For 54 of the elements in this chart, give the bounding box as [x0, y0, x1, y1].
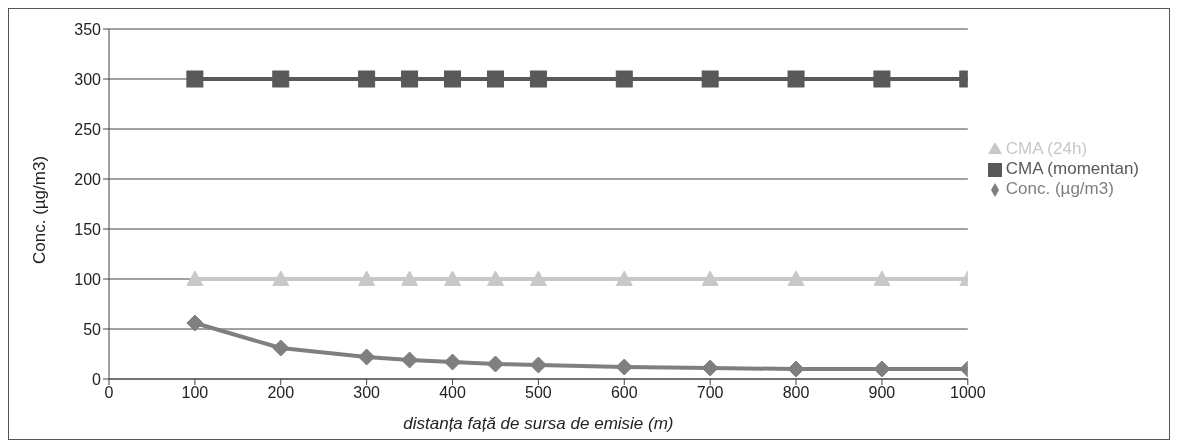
x-tick-label: 700 [696, 384, 724, 402]
point [186, 314, 204, 332]
y-tick-label: 0 [92, 370, 102, 388]
y-tick-label: 300 [74, 70, 102, 88]
point [701, 270, 719, 286]
point [401, 70, 419, 88]
x-tick-label: 1000 [950, 384, 986, 402]
x-tick-label: 600 [610, 384, 638, 402]
x-tick-label: 300 [353, 384, 381, 402]
x-tick-label: 100 [181, 384, 209, 402]
point [615, 358, 633, 376]
legend-label: Conc. (µg/m3) [1005, 179, 1114, 198]
x-axis-title: distanța față de sursa de emisie (m) [403, 414, 674, 433]
x-tick-label: 400 [439, 384, 466, 402]
point [529, 356, 547, 374]
y-tick-label: 150 [74, 220, 102, 238]
point [401, 270, 419, 286]
y-tick-label: 100 [74, 270, 102, 288]
point [787, 270, 805, 286]
y-tick-label: 350 [74, 20, 102, 38]
point [272, 339, 290, 357]
y-tick-label: 200 [74, 170, 102, 188]
legend-label: CMA (momentan) [1005, 159, 1139, 178]
point [615, 270, 633, 286]
y-axis-title: Conc. (µg/m3) [30, 155, 50, 264]
point [272, 270, 290, 286]
point [358, 70, 376, 88]
y-tick-label: 50 [83, 320, 102, 338]
point [701, 359, 719, 377]
point [358, 270, 376, 286]
x-tick-label: 200 [267, 384, 295, 402]
x-tick-label: 500 [525, 384, 552, 402]
point [358, 348, 376, 366]
point [186, 70, 204, 88]
point [701, 70, 719, 88]
point [529, 270, 547, 286]
y-tick-label: 250 [74, 120, 102, 138]
x-tick-label: 800 [782, 384, 810, 402]
x-tick-label: 0 [104, 384, 114, 402]
point [787, 70, 805, 88]
point [486, 270, 504, 286]
point [401, 351, 419, 369]
point [444, 270, 462, 286]
point [486, 355, 504, 373]
point [486, 70, 504, 88]
x-tick-label: 900 [868, 384, 896, 402]
point [873, 270, 891, 286]
point [615, 70, 633, 88]
point [444, 70, 462, 88]
point [529, 70, 547, 88]
point [186, 270, 204, 286]
point [873, 70, 891, 88]
point [444, 353, 462, 371]
point [272, 70, 290, 88]
